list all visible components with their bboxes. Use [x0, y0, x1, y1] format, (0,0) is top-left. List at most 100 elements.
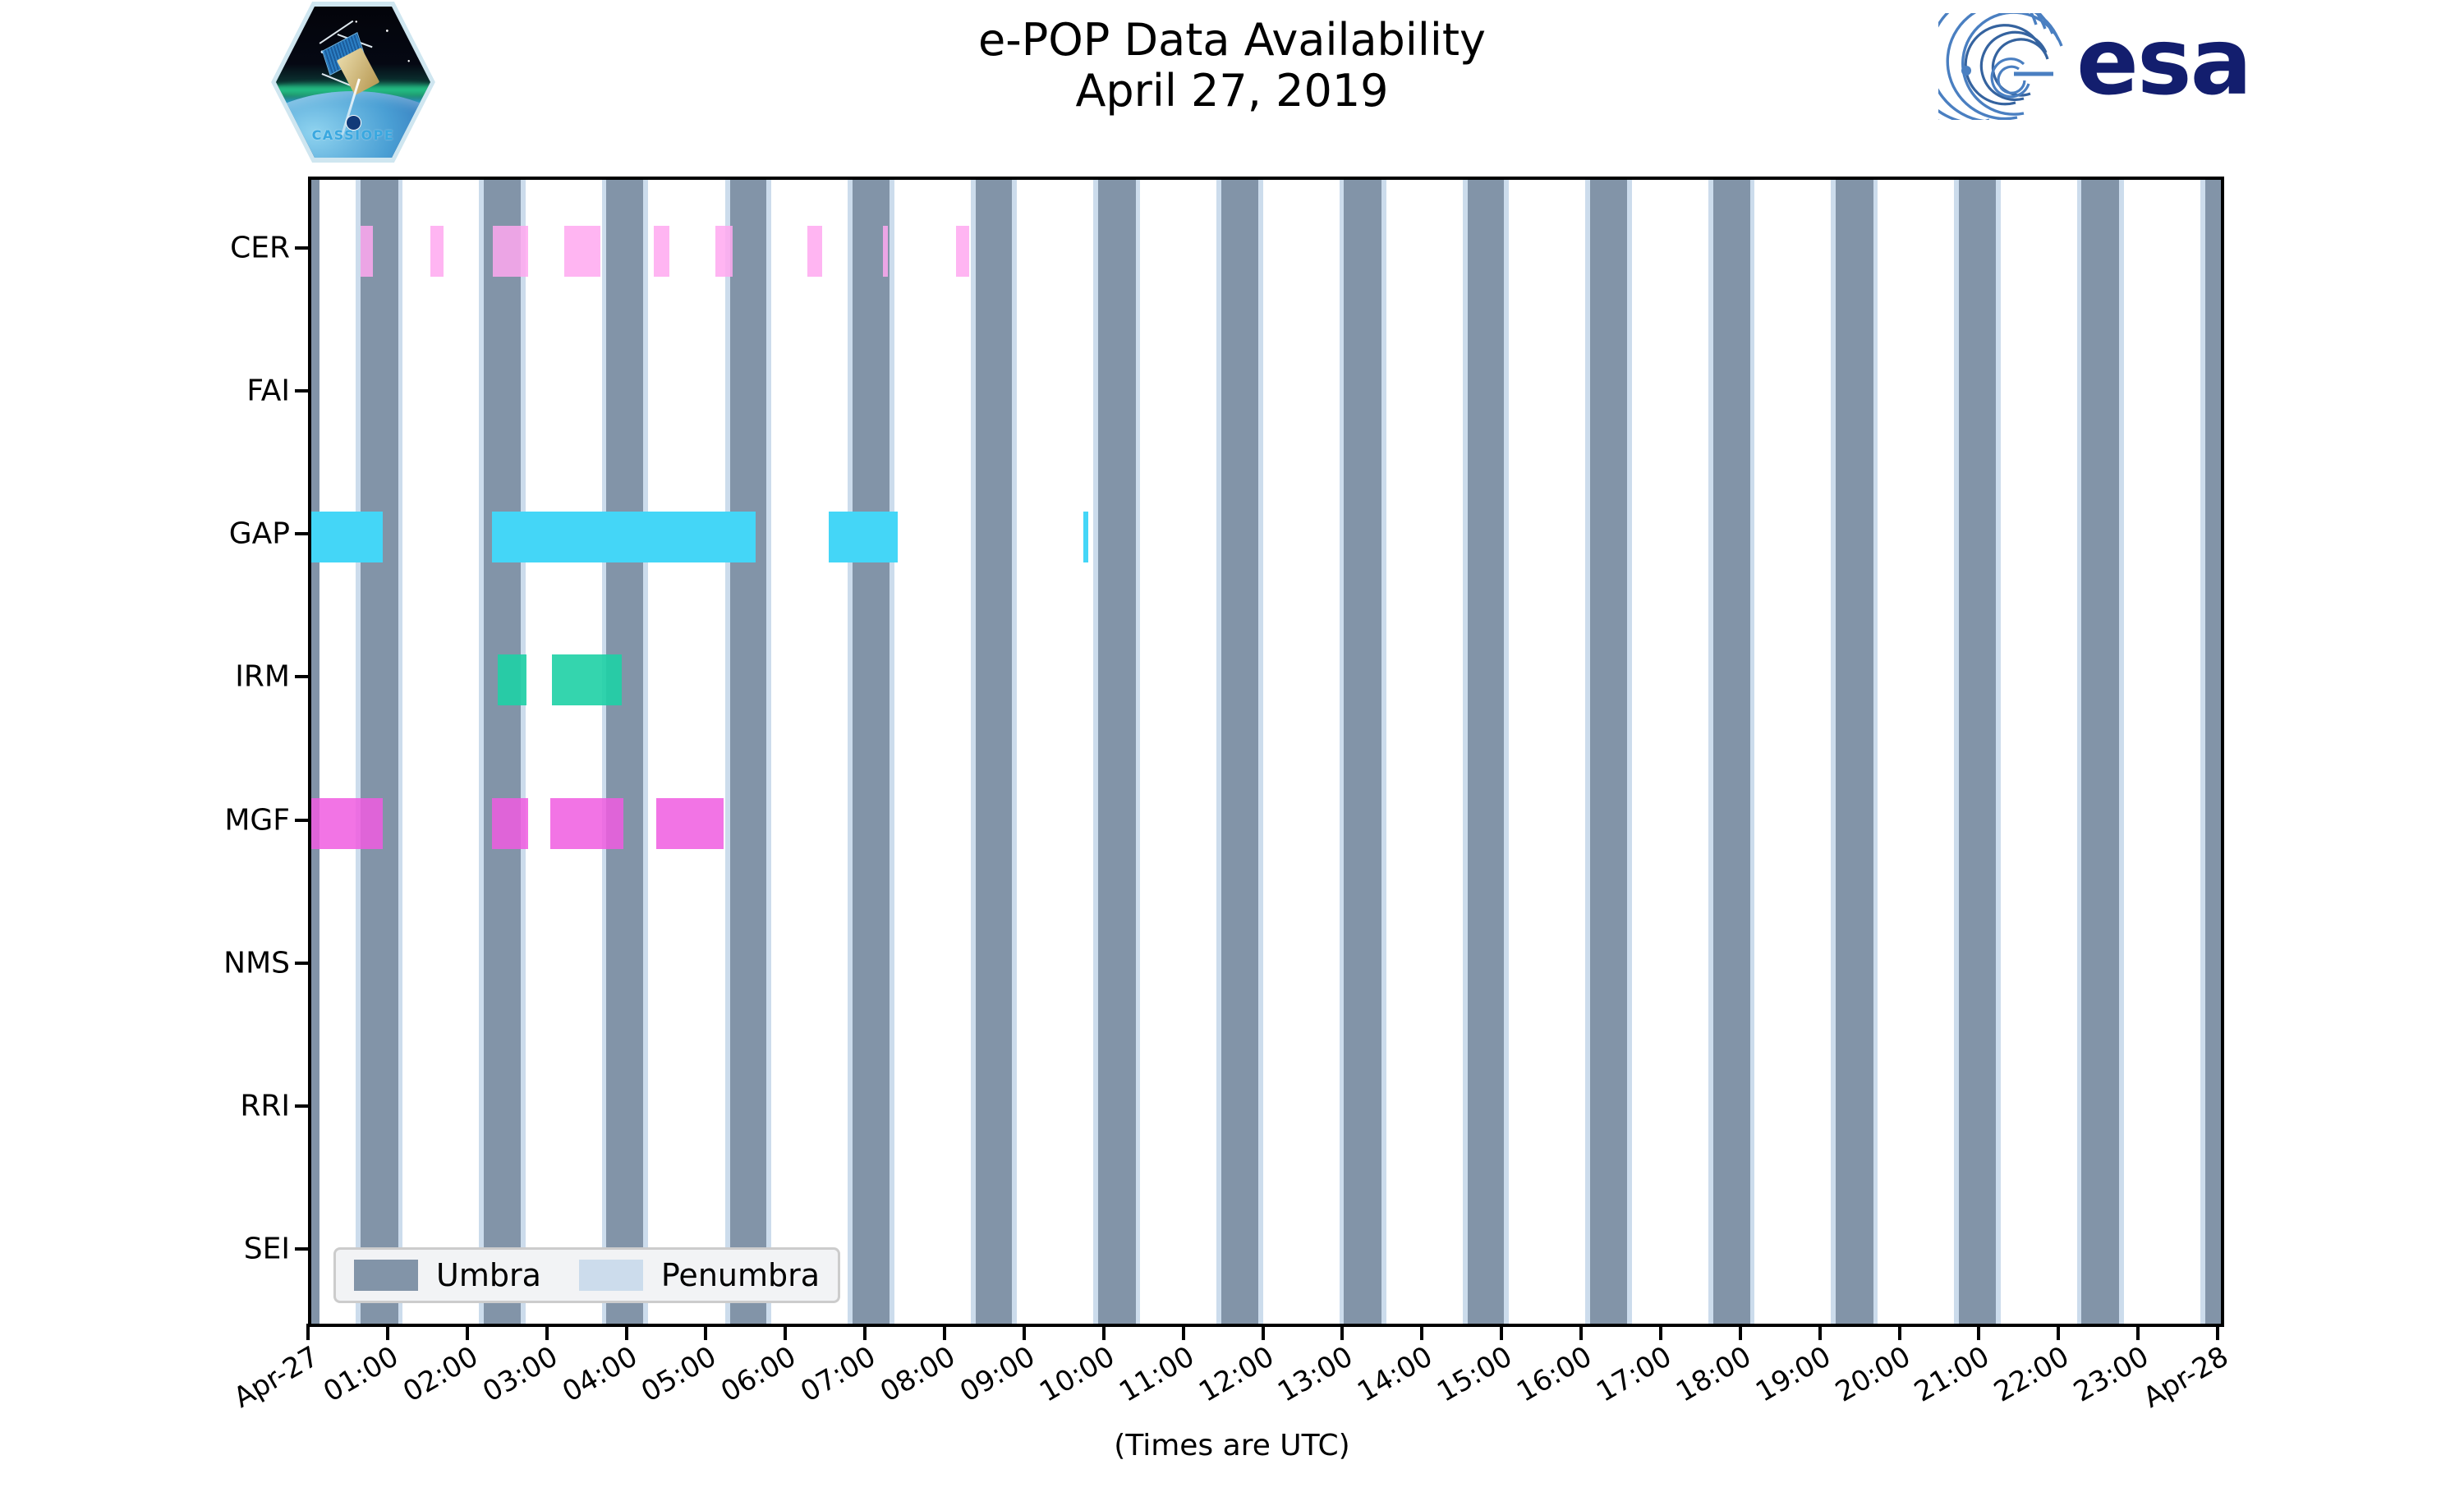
data-bar-cer [807, 226, 822, 278]
penumbra-band [1749, 180, 1755, 1324]
y-tick-mark [295, 675, 308, 679]
data-bar-irm [551, 654, 622, 706]
data-bar-mgf [656, 797, 724, 849]
x-tick-mark [784, 1324, 788, 1340]
penumbra-band [1216, 180, 1222, 1324]
y-tick-mark [295, 961, 308, 965]
y-tick-label-nms: NMS [223, 946, 290, 980]
data-bar-irm [497, 654, 526, 706]
x-tick-mark [1022, 1324, 1026, 1340]
data-bar-cer [361, 226, 373, 278]
x-tick-mark [1897, 1324, 1901, 1340]
data-bar-cer [564, 226, 600, 278]
penumbra-band [2119, 180, 2124, 1324]
x-tick-mark [545, 1324, 549, 1340]
umbra-band [1467, 180, 1505, 1324]
y-tick-mark [295, 818, 308, 822]
x-tick-mark [1340, 1324, 1345, 1340]
x-tick-mark [2057, 1324, 2061, 1340]
data-bar-mgf [491, 797, 528, 849]
penumbra-band [1708, 180, 1713, 1324]
chart-header: CASSIOPE e-POP Data Availability April 2… [0, 0, 2464, 168]
x-tick-mark [704, 1324, 708, 1340]
umbra-band [311, 180, 319, 1324]
legend-swatch-umbra [354, 1260, 418, 1291]
x-axis-labels: Apr-27 01:00 02:00 03:00 04:00 05:00 06:00 07:0… [228, 1340, 2234, 1439]
y-axis: CER FAI GAP IRM MGF NMS RRI SEI [0, 177, 308, 1320]
data-bar-mgf [311, 797, 384, 849]
y-tick-label-mgf: MGF [224, 803, 290, 838]
y-tick-mark [295, 389, 308, 393]
esa-swirl-icon [1938, 13, 2063, 120]
x-tick-mark [863, 1324, 867, 1340]
penumbra-band [1584, 180, 1590, 1324]
data-bar-cer [715, 226, 733, 278]
data-bar-mgf [549, 797, 623, 849]
x-tick-mark [1101, 1324, 1106, 1340]
y-tick-label-irm: IRM [235, 659, 290, 694]
umbra-band [2204, 180, 2221, 1324]
umbra-band [1344, 180, 1381, 1324]
chart-legend: Umbra Penumbra [333, 1247, 841, 1303]
csa-badge-icon [345, 115, 361, 131]
penumbra-band [601, 180, 607, 1324]
penumbra-band [971, 180, 976, 1324]
penumbra-band [642, 180, 648, 1324]
x-tick-mark [465, 1324, 469, 1340]
x-axis-ticks [306, 1324, 2219, 1340]
data-bar-cer [492, 226, 529, 278]
y-tick-label-cer: CER [230, 231, 290, 265]
cassiope-mission-logo: CASSIOPE [271, 2, 435, 163]
y-tick-label-sei: SEI [243, 1232, 290, 1266]
penumbra-band [520, 180, 526, 1324]
umbra-band [361, 180, 398, 1324]
title-line-1: e-POP Data Availability [978, 14, 1486, 66]
penumbra-band [1012, 180, 1018, 1324]
y-tick-mark [295, 532, 308, 536]
penumbra-band [1381, 180, 1386, 1324]
penumbra-band [479, 180, 485, 1324]
umbra-band [852, 180, 890, 1324]
penumbra-band [1257, 180, 1263, 1324]
x-tick-mark [943, 1324, 946, 1340]
y-tick-label-rri: RRI [240, 1089, 290, 1123]
x-tick-mark [1977, 1324, 1981, 1340]
penumbra-band [847, 180, 853, 1324]
x-tick-mark [1420, 1324, 1424, 1340]
page-title: e-POP Data Availability April 27, 2019 [575, 15, 1889, 116]
x-axis-caption: (Times are UTC) [1114, 1429, 1350, 1462]
data-bar-gap [491, 512, 756, 563]
data-bar-gap [1083, 512, 1088, 563]
umbra-band [1589, 180, 1628, 1324]
umbra-band [484, 180, 521, 1324]
x-tick-mark [2136, 1324, 2140, 1340]
umbra-band [1098, 180, 1136, 1324]
penumbra-band [1873, 180, 1878, 1324]
x-tick-mark [306, 1324, 310, 1340]
penumbra-band [890, 180, 895, 1324]
x-tick-mark [1818, 1324, 1822, 1340]
data-bar-gap [311, 512, 384, 563]
penumbra-band [766, 180, 771, 1324]
x-tick-mark [624, 1324, 628, 1340]
y-tick-mark [295, 246, 308, 250]
x-tick-mark [1579, 1324, 1583, 1340]
x-tick-mark [1261, 1324, 1265, 1340]
penumbra-band [724, 180, 730, 1324]
x-tick-mark [1500, 1324, 1504, 1340]
umbra-band [2081, 180, 2119, 1324]
y-tick-label-gap: GAP [228, 516, 290, 551]
penumbra-band [2200, 180, 2205, 1324]
umbra-band [1712, 180, 1750, 1324]
esa-wordmark: esa [2076, 9, 2252, 116]
data-bar-cer [430, 226, 444, 278]
esa-agency-logo: esa [1938, 13, 2300, 120]
legend-swatch-penumbra [578, 1260, 643, 1291]
umbra-band [1959, 180, 1996, 1324]
y-tick-mark [295, 1246, 308, 1251]
data-bar-gap [828, 512, 898, 563]
umbra-band [606, 180, 643, 1324]
penumbra-band [1627, 180, 1633, 1324]
cassiope-wordmark: CASSIOPE [311, 127, 395, 144]
umbra-band [1836, 180, 1873, 1324]
